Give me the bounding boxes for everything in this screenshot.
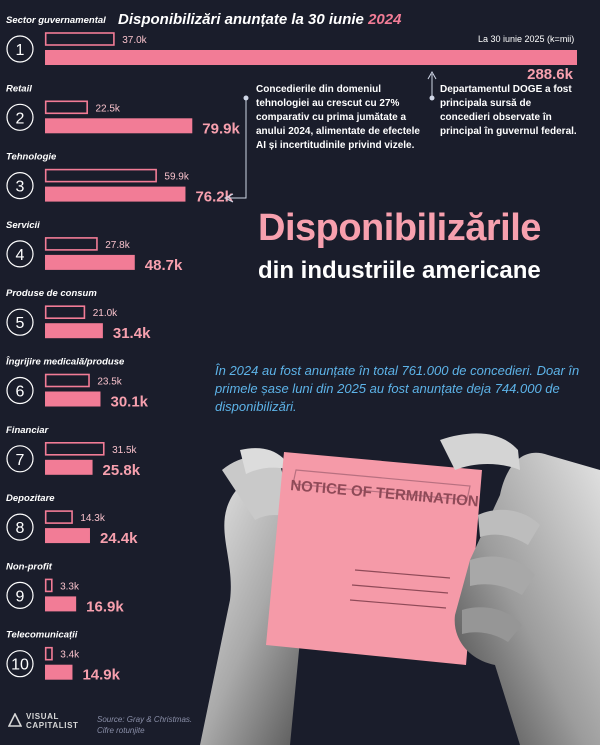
rank-circle [6, 376, 34, 405]
logo-line2: CAPITALIST [26, 721, 79, 730]
rank-circle [6, 35, 34, 63]
value-label-2024: 37.0k [122, 35, 147, 46]
summary-text: În 2024 au fost anunțate în total 761.00… [215, 363, 580, 414]
value-label-2025: 31.4k [113, 325, 151, 342]
bar-2025 [45, 528, 90, 544]
source-note: Cifre rotunjite [97, 726, 145, 735]
chart-title-text: Disponibilizări anunțate la 30 iunie [118, 11, 364, 28]
category-label: Îngrijire medicală/produse [6, 356, 125, 368]
bar-2024 [44, 373, 90, 388]
rank-number: 10 [11, 657, 29, 674]
rank-number: 1 [16, 42, 25, 59]
source-text: Source: Gray & Christmas. [97, 715, 193, 724]
category-label: Non-profit [6, 561, 53, 572]
logo-mark-icon [8, 713, 22, 727]
bar-2025 [45, 459, 93, 475]
value-label-2024: 3.4k [60, 650, 80, 661]
category-label: Produse de consum [6, 288, 97, 299]
rank-number: 3 [16, 179, 25, 196]
rank-circle [6, 445, 34, 473]
rank-number: 6 [16, 384, 25, 401]
rank-number: 4 [16, 247, 25, 264]
bar-2025 [45, 186, 186, 202]
category-label: Telecomunicații [6, 630, 78, 641]
bar-2024 [44, 510, 73, 524]
value-label-2025: 16.9k [86, 598, 124, 615]
category-label: Depozitare [6, 493, 55, 504]
rank-circle [6, 103, 34, 131]
bar-2025 [45, 254, 135, 270]
rank-number: 7 [16, 452, 25, 469]
annotation-arrow-doge [427, 70, 437, 80]
bar-2024 [44, 441, 105, 456]
bar-2024 [44, 32, 115, 46]
visual-capitalist-logo: VISUAL CAPITALIST [8, 712, 79, 730]
annotation-tech: Concedierile din domeniul tehnologiei au… [256, 84, 420, 151]
bar-2024 [44, 168, 157, 183]
annotation-dot-doge [429, 95, 435, 101]
headline-title: Disponibilizările [258, 207, 541, 249]
value-label-2024: 27.8k [105, 240, 130, 251]
rank-circle [6, 308, 34, 336]
value-label-2025: 25.8k [103, 462, 141, 479]
rank-circle [6, 240, 34, 268]
annotation-dot-tech [243, 95, 249, 101]
value-label-2024: 14.3k [80, 513, 105, 524]
category-label: Financiar [6, 425, 50, 436]
bar-2025 [45, 118, 193, 134]
value-label-2025: 14.9k [82, 667, 120, 684]
value-label-2025: 24.4k [100, 530, 138, 547]
rank-circle [6, 581, 34, 610]
value-label-2025: 48.7k [145, 257, 183, 274]
bar-2024 [44, 100, 88, 115]
annotation-doge: Departamentul DOGE a fost principala sur… [440, 84, 577, 137]
footer-source: Source: Gray & Christmas. Cifre rotunjit… [97, 714, 192, 736]
bar-2025 [45, 664, 73, 680]
value-label-2024: 59.9k [164, 172, 189, 183]
value-label-2025: 79.9k [202, 120, 240, 137]
value-label-2025: 30.1k [110, 394, 148, 411]
rank-circle [6, 650, 34, 678]
rank-circle [6, 513, 34, 541]
value-label-2024: 22.5k [95, 103, 120, 114]
category-label: Tehnologie [6, 152, 57, 163]
logo-line1: VISUAL [26, 712, 59, 721]
chart-title: Disponibilizări anunțate la 30 iunie 202… [118, 11, 401, 28]
rank-number: 5 [16, 315, 25, 332]
chart-title-year: 2024 [368, 11, 402, 28]
category-label: Retail [6, 83, 32, 94]
bar-2025 [45, 596, 77, 612]
unit-note: La 30 iunie 2025 (k=mii) [478, 34, 575, 44]
bar-2024 [44, 646, 53, 661]
value-label-2024: 3.3k [60, 581, 80, 592]
value-label-2025: 76.2k [195, 189, 233, 206]
bar-2025 [45, 391, 101, 407]
rank-circle [6, 172, 34, 200]
bar-2024 [44, 578, 53, 593]
value-label-2025: 288.6k [527, 66, 574, 83]
value-label-2024: 21.0k [93, 308, 118, 319]
annotation-arrow-tech [223, 193, 234, 203]
value-label-2024: 31.5k [112, 445, 137, 456]
category-label: Servicii [6, 220, 40, 231]
annotation-connector-tech [228, 98, 247, 199]
rank-number: 9 [16, 588, 25, 605]
bar-2024 [44, 237, 98, 251]
rank-number: 2 [16, 110, 25, 127]
bar-2025 [45, 323, 103, 339]
value-label-2024: 23.5k [97, 377, 122, 388]
headline-subtitle: din industriile americane [258, 257, 541, 284]
category-label: Sector guvernamental [6, 15, 106, 26]
bar-2025 [45, 50, 577, 65]
rank-number: 8 [16, 520, 25, 537]
bar-2024 [44, 305, 86, 320]
